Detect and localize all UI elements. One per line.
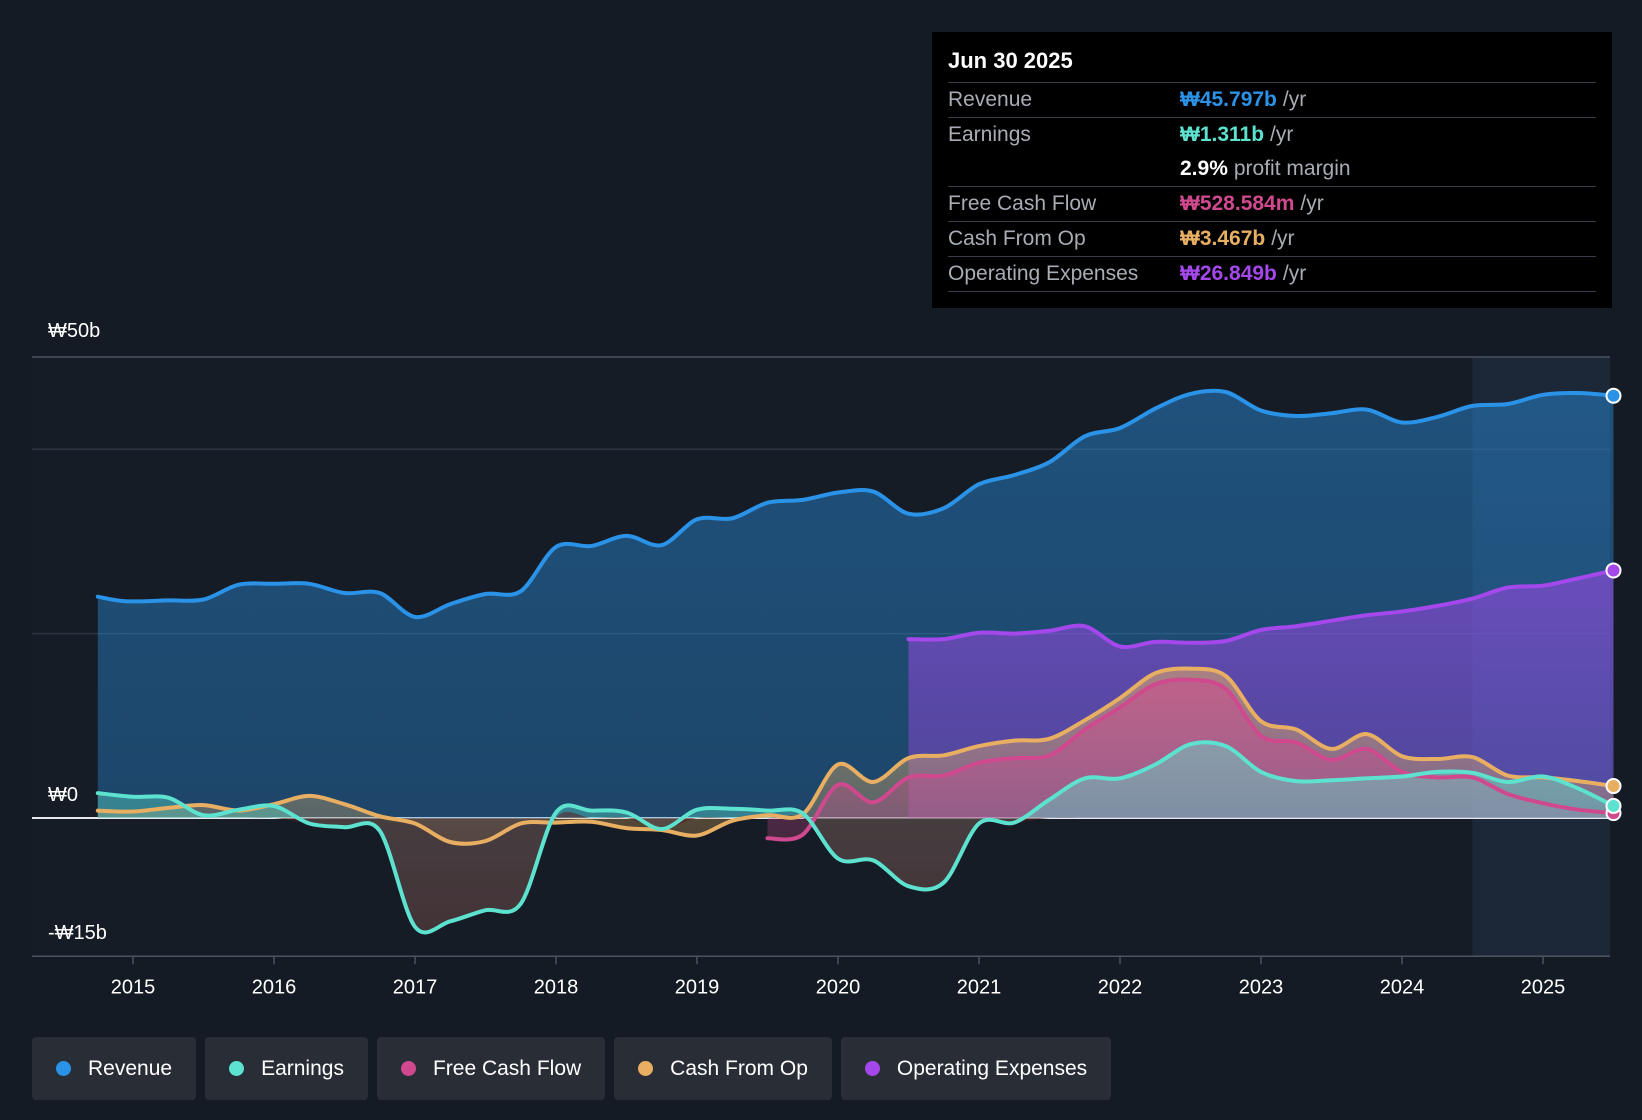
legend-item-free-cash-flow[interactable]: Free Cash Flow (376, 1037, 606, 1100)
y-tick-label-top: ₩50b (48, 320, 101, 342)
legend-dot-icon (400, 1061, 416, 1076)
legend-dot-icon (864, 1061, 880, 1076)
end-dot-operating-expenses (1605, 562, 1622, 579)
x-tick-label: 2024 (1380, 976, 1425, 998)
tooltip-unit: profit margin (1233, 157, 1351, 180)
line-revenue (95, 388, 1616, 620)
x-tick-label: 2019 (675, 976, 720, 998)
legend-label: Free Cash Flow (432, 1056, 582, 1080)
x-tick-label: 2016 (252, 976, 297, 998)
series-lines (95, 388, 1616, 935)
x-tick-label: 2021 (957, 976, 1002, 998)
y-tick-label-zero: ₩0 (48, 784, 78, 806)
x-tick-label: 2023 (1239, 976, 1284, 998)
legend-item-earnings[interactable]: Earnings (205, 1037, 368, 1100)
x-tick-label: 2017 (393, 976, 438, 998)
legend-label: Earnings (261, 1056, 344, 1080)
line-earnings (95, 740, 1616, 935)
data-tooltip: Jun 30 2025 Revenue ₩45.797b /yr Earning… (932, 32, 1612, 308)
series-end-dots (1605, 387, 1622, 822)
tooltip-row-free-cash-flow: Free Cash Flow ₩528.584m /yr (948, 187, 1596, 222)
legend-dot-icon (229, 1061, 245, 1076)
tooltip-unit: /yr (1282, 88, 1307, 111)
tooltip-value: ₩528.584m (1180, 192, 1295, 215)
tooltip-value: ₩45.797b (1180, 88, 1277, 111)
tooltip-row-operating-expenses: Operating Expenses ₩26.849b /yr (948, 257, 1596, 292)
tooltip-unit: /yr (1271, 227, 1295, 250)
line-operating-expenses (906, 568, 1616, 650)
end-dot-earnings (1605, 797, 1622, 814)
tooltip-label: Earnings (948, 123, 1031, 146)
end-dot-revenue (1605, 387, 1622, 404)
tooltip-value: 2.9% (1180, 157, 1228, 180)
tooltip-value: ₩3.467b (1180, 227, 1266, 250)
x-tick-label: 2025 (1521, 976, 1566, 998)
end-dot-cash-from-op (1605, 778, 1622, 795)
series-areas (97, 390, 1614, 933)
legend-item-cash-from-op[interactable]: Cash From Op (614, 1037, 832, 1100)
tooltip-label: Cash From Op (948, 227, 1086, 250)
tooltip-unit: /yr (1270, 123, 1294, 146)
legend-label: Cash From Op (670, 1056, 808, 1080)
tooltip-row-revenue: Revenue ₩45.797b /yr (948, 83, 1596, 118)
tooltip-unit: /yr (1282, 262, 1307, 285)
line-cash-from-op (95, 666, 1616, 846)
tooltip-row-profit-margin: 2.9% profit margin (948, 152, 1596, 187)
tooltip-label: Operating Expenses (948, 262, 1139, 285)
tooltip-label: Revenue (948, 88, 1033, 111)
x-tick-label: 2015 (111, 976, 156, 998)
x-tick-label: 2020 (816, 976, 861, 998)
legend-item-operating-expenses[interactable]: Operating Expenses (840, 1037, 1112, 1100)
tooltip-row-earnings: Earnings ₩1.311b /yr (948, 118, 1596, 152)
y-tick-label-bottom: -₩15b (48, 922, 107, 944)
tooltip-value: ₩1.311b (1180, 123, 1265, 146)
line-free-cash-flow (765, 677, 1616, 842)
x-tick-label: 2018 (534, 976, 579, 998)
tooltip-label (948, 152, 1180, 186)
chart-legend: Revenue Earnings Free Cash Flow Cash Fro… (32, 1037, 1112, 1100)
legend-dot-icon (638, 1061, 654, 1076)
tooltip-label: Free Cash Flow (948, 192, 1097, 215)
legend-dot-icon (56, 1061, 71, 1076)
legend-label: Revenue (88, 1056, 173, 1080)
tooltip-row-cash-from-op: Cash From Op ₩3.467b /yr (948, 222, 1596, 257)
tooltip-unit: /yr (1300, 192, 1324, 215)
tooltip-date: Jun 30 2025 (948, 46, 1596, 83)
x-tick-label: 2022 (1098, 976, 1143, 998)
tooltip-value: ₩26.849b (1180, 262, 1277, 285)
legend-label: Operating Expenses (896, 1056, 1088, 1080)
legend-item-revenue[interactable]: Revenue (32, 1037, 197, 1100)
x-axis-ticks: 2015 2016 2017 2018 2019 2020 2021 2022 2023 2024… (111, 956, 1566, 998)
